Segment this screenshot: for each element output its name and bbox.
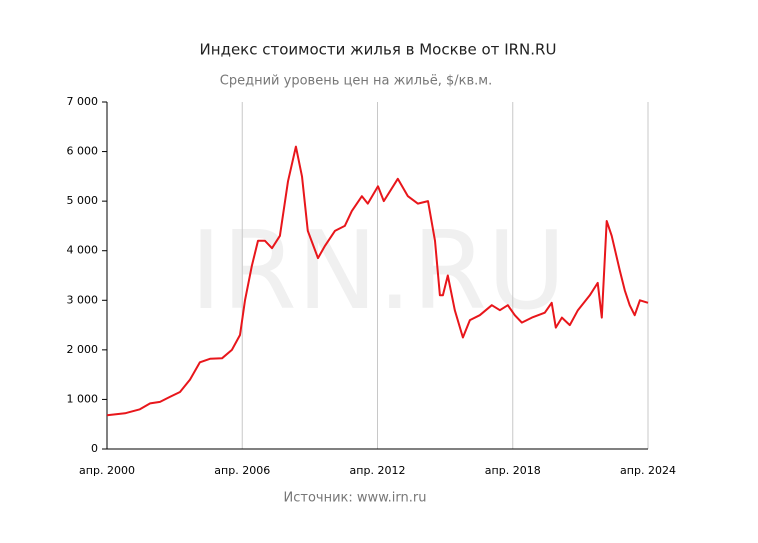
y-tick-label: 4 000 <box>67 244 99 257</box>
y-tick-label: 3 000 <box>67 293 99 306</box>
y-tick-label: 1 000 <box>67 392 99 405</box>
x-tick-label: апр. 2024 <box>620 464 676 477</box>
line <box>106 145 649 417</box>
y-tick-label: 5 000 <box>67 194 99 207</box>
x-tick-label: апр. 2000 <box>79 464 135 477</box>
x-tick-label: апр. 2018 <box>485 464 541 477</box>
y-tick-label: 2 000 <box>67 343 99 356</box>
chart-title: Индекс стоимости жилья в Москве от IRN.R… <box>200 41 557 59</box>
y-tick-label: 0 <box>91 442 98 455</box>
x-tick-label: апр. 2012 <box>350 464 406 477</box>
source: Источник: www.irn.ru <box>284 491 427 506</box>
x-tick-label: апр. 2006 <box>214 464 270 477</box>
y-tick-label: 6 000 <box>67 145 99 158</box>
y-tick-label: 7 000 <box>67 95 99 108</box>
chart-subtitle: Средний уровень цен на жильё, $/кв.м. <box>220 74 492 89</box>
